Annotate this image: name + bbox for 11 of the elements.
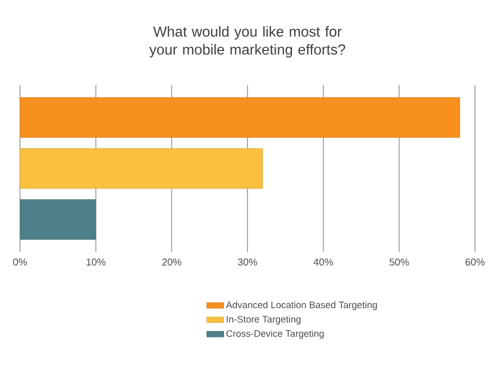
x-tick-label: 0% [13,258,27,266]
chart-title: What would you like most for your mobile marketing efforts? [149,26,346,58]
x-tick-label: 10% [86,258,106,266]
x-tick-label: 50% [390,258,409,266]
legend-label: Advanced Location Based Targeting [226,301,377,310]
x-tick-label: 20% [162,258,182,266]
legend-label: In-Store Targeting [226,316,301,324]
x-tick-label: 30% [238,258,258,266]
legend-label: Cross-Device Targeting [226,330,324,339]
x-tick-label: 60% [466,258,485,266]
x-tick-label: 40% [314,258,333,266]
